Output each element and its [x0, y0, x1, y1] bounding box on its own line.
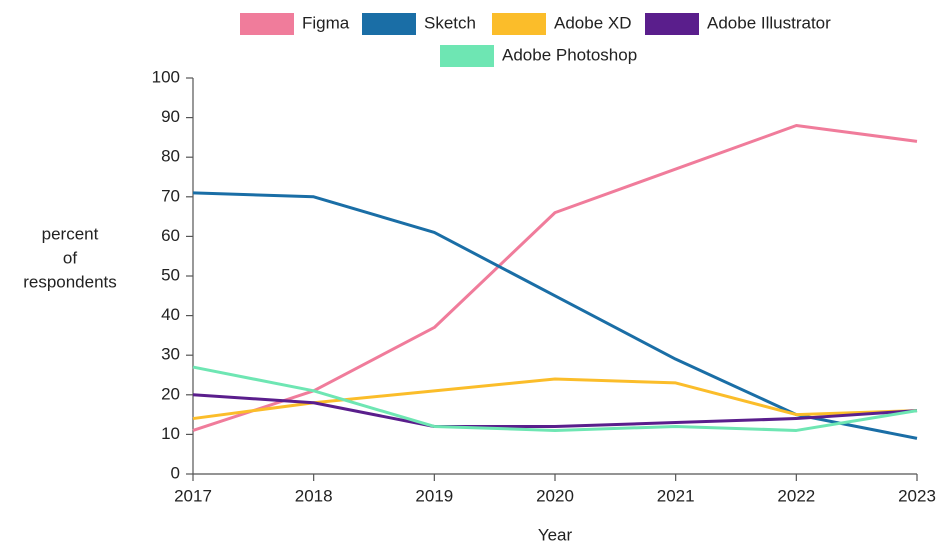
- y-tick-label: 50: [161, 265, 180, 284]
- y-tick-label: 40: [161, 305, 180, 324]
- y-tick-label: 20: [161, 384, 180, 403]
- y-axis-label: percent: [42, 224, 99, 243]
- legend-label: Figma: [302, 13, 350, 32]
- x-tick-label: 2018: [295, 486, 333, 505]
- legend-label: Adobe XD: [554, 13, 632, 32]
- x-tick-label: 2019: [415, 486, 453, 505]
- y-axis-label: of: [63, 248, 77, 267]
- y-tick-label: 10: [161, 424, 180, 443]
- y-tick-label: 30: [161, 345, 180, 364]
- legend-label: Adobe Illustrator: [707, 13, 831, 32]
- legend-swatch: [240, 13, 294, 35]
- series-line: [192, 393, 918, 428]
- y-tick-label: 90: [161, 107, 180, 126]
- x-tick-label: 2023: [898, 486, 936, 505]
- y-tick-label: 80: [161, 147, 180, 166]
- y-axis-label: respondents: [23, 272, 117, 291]
- series-line: [192, 377, 918, 421]
- series-line: [192, 365, 918, 432]
- x-tick-label: 2020: [536, 486, 574, 505]
- x-tick-label: 2021: [657, 486, 695, 505]
- series-line: [192, 124, 918, 432]
- y-tick-label: 60: [161, 226, 180, 245]
- legend-swatch: [492, 13, 546, 35]
- y-tick-label: 100: [152, 67, 180, 86]
- x-axis-label: Year: [538, 525, 573, 544]
- legend-label: Adobe Photoshop: [502, 45, 637, 64]
- y-tick-label: 70: [161, 186, 180, 205]
- x-tick-label: 2017: [174, 486, 212, 505]
- y-tick-label: 0: [171, 463, 180, 482]
- legend-swatch: [362, 13, 416, 35]
- x-tick-label: 2022: [777, 486, 815, 505]
- legend-label: Sketch: [424, 13, 476, 32]
- legend-swatch: [645, 13, 699, 35]
- legend-swatch: [440, 45, 494, 67]
